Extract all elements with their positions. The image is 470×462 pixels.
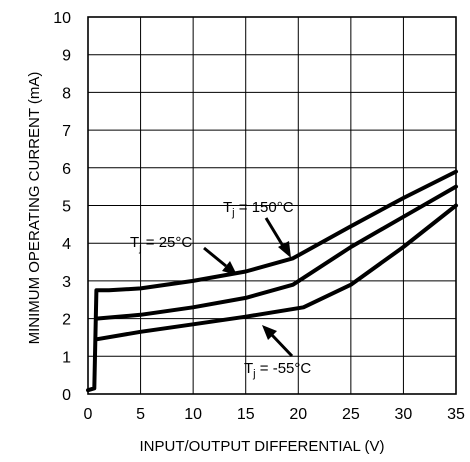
annotation-25c-arrow [203,246,227,268]
x-tick-label: 10 [184,406,202,423]
series-layer [86,169,458,393]
annotation-25c-arrowhead [222,261,237,275]
grid-layer [88,17,456,394]
annotation-150c-arrow [264,217,285,247]
annotation-m55c-arrow [270,333,294,358]
x-tick-label: 0 [84,406,93,423]
y-tick-label: 2 [62,312,71,329]
x-axis-title: INPUT/OUTPUT DIFFERENTIAL (V) [139,438,384,455]
annotation-150c: Tj = 150°C [223,199,294,258]
annotation-m55c-arrowhead [262,325,277,340]
annotation-25c: Tj = 25°C [130,234,237,275]
y-tick-label: 3 [62,274,71,291]
ticks-layer: 0 5 10 15 20 25 30 35 0 1 2 3 4 5 6 7 8 9 10 [53,10,465,423]
x-tick-label: 30 [395,406,413,423]
series-line-1 [94,184,458,321]
svg-text:Tj = 25°C: Tj = 25°C [130,234,192,254]
annotation-m55c-sub: j [252,368,255,380]
y-tick-label: 6 [62,161,71,178]
annotation-m55c: Tj = -55°C [244,325,311,380]
x-tick-label: 25 [342,406,360,423]
y-tick-label: 5 [62,199,71,216]
series-line-0 [86,169,458,393]
series-line-2 [94,203,458,342]
y-tick-label: 7 [62,123,71,140]
svg-text:Tj = 150°C: Tj = 150°C [223,199,294,219]
y-axis-title: MINIMUM OPERATING CURRENT (mA) [26,72,43,345]
y-tick-label: 9 [62,48,71,65]
y-tick-label: 0 [62,387,71,404]
y-tick-label: 8 [62,85,71,102]
annotation-m55c-t: T [244,360,253,377]
annotation-150c-sub: j [231,207,234,219]
annotation-150c-t: T [223,199,232,216]
x-tick-label: 15 [237,406,255,423]
annotation-m55c-rest: = -55°C [256,360,312,377]
annotation-150c-arrowhead [278,241,291,258]
annotation-25c-t: T [130,234,139,251]
y-tick-label: 10 [53,10,71,27]
x-tick-label: 35 [447,406,465,423]
annotation-150c-rest: = 150°C [235,199,294,216]
annotation-25c-sub: j [138,242,141,254]
x-tick-label: 20 [289,406,307,423]
y-tick-label: 1 [62,349,71,366]
annotation-25c-rest: = 25°C [142,234,193,251]
x-tick-label: 5 [136,406,145,423]
svg-text:Tj = -55°C: Tj = -55°C [244,360,311,380]
y-tick-label: 4 [62,236,71,253]
